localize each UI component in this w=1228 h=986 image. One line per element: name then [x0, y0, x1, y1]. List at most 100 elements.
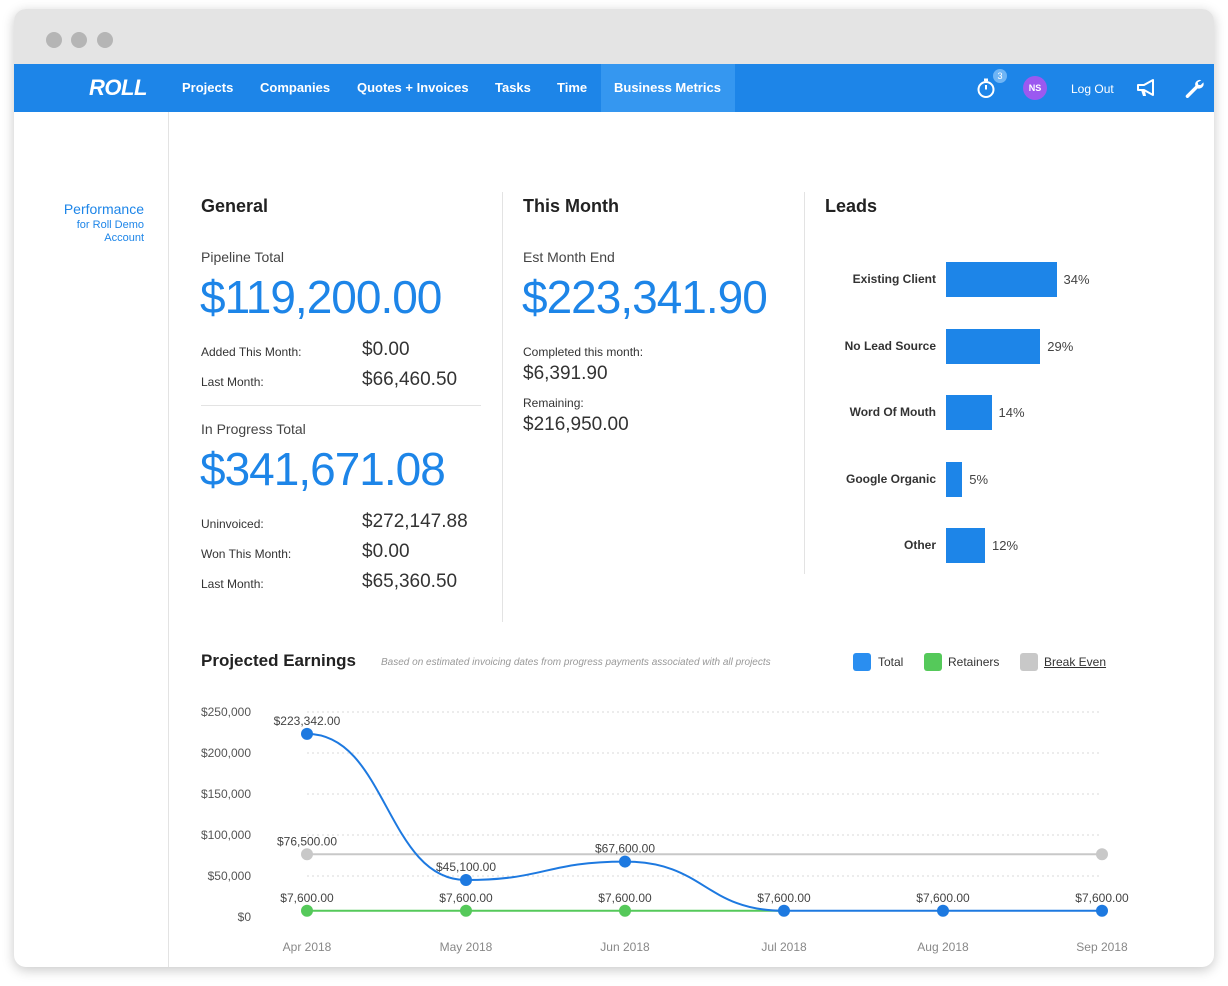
wrench-icon[interactable]: [1183, 77, 1205, 99]
est-month-end-label: Est Month End: [523, 249, 615, 265]
legend-break-even-swatch[interactable]: [1020, 653, 1038, 671]
pipeline-total-value: $119,200.00: [200, 271, 442, 323]
this-month-title: This Month: [523, 196, 619, 216]
lead-bar-existing-client[interactable]: [946, 262, 1057, 297]
y-tick-label: $250,000: [201, 705, 251, 719]
nav-projects[interactable]: Projects: [182, 80, 234, 95]
data-label-total: $7,600.00: [916, 891, 970, 905]
lead-label-google-organic: Google Organic: [845, 471, 936, 486]
point-total: [619, 855, 631, 868]
megaphone-icon[interactable]: [1136, 78, 1158, 98]
last-month-value: $66,460.50: [362, 369, 458, 390]
window-titlebar: [14, 9, 1214, 64]
remaining-label: Remaining:: [523, 396, 584, 410]
completed-label: Completed this month:: [523, 345, 644, 359]
legend-break-even-label[interactable]: Break Even: [1044, 655, 1107, 669]
x-tick-label: Apr 2018: [283, 940, 332, 954]
lead-label-existing-client: Existing Client: [852, 272, 936, 286]
last-month-label: Last Month:: [201, 375, 264, 389]
y-tick-label: $0: [238, 910, 252, 924]
lead-bar-google-organic[interactable]: [946, 461, 963, 497]
data-label-total: $7,600.00: [1075, 891, 1129, 905]
nav-time[interactable]: Time: [557, 80, 588, 95]
y-tick-label: $200,000: [201, 746, 251, 760]
won-this-month-value: $0.00: [362, 541, 410, 562]
avatar[interactable]: NS: [1023, 76, 1047, 100]
point-total: [1096, 904, 1108, 917]
point-retainers: [301, 904, 313, 917]
y-tick-label: $50,000: [208, 869, 252, 883]
uninvoiced-label: Uninvoiced:: [201, 517, 264, 531]
timer-badge: 3: [993, 69, 1007, 83]
browser-window: ROLL Projects Companies Quotes + Invoice…: [14, 9, 1214, 967]
x-tick-label: May 2018: [440, 940, 493, 954]
legend-retainers-swatch[interactable]: [924, 653, 942, 671]
nav-companies[interactable]: Companies: [260, 80, 331, 95]
close-window-dot[interactable]: [46, 32, 62, 48]
sidebar-performance-link[interactable]: Performance: [63, 201, 144, 217]
data-label-retainers: $7,600.00: [598, 891, 652, 905]
sidebar-account-name: for Roll Demo Account: [76, 219, 144, 244]
point-retainers: [619, 904, 631, 917]
in-progress-total-value: $341,671.08: [200, 443, 446, 495]
minimize-window-dot[interactable]: [71, 32, 87, 48]
in-progress-total-label: In Progress Total: [201, 421, 306, 437]
projected-earnings-chart: $250,000 $200,000 $150,000 $100,000 $50,000 $…: [201, 705, 1129, 954]
point-total: [778, 904, 790, 917]
lead-bar-other[interactable]: [946, 528, 985, 563]
x-tick-label: Jun 2018: [600, 940, 650, 954]
data-label-retainers: $7,600.00: [280, 891, 334, 905]
lead-label-no-lead-source: No Lead Source: [844, 338, 936, 353]
projected-earnings-title: Projected Earnings: [201, 651, 356, 670]
maximize-window-dot[interactable]: [97, 32, 113, 48]
data-label-break-even: $76,500.00: [277, 834, 337, 848]
lead-label-word-of-mouth: Word Of Mouth: [849, 405, 936, 419]
top-navbar: ROLL Projects Companies Quotes + Invoice…: [14, 64, 1214, 112]
roll-logo[interactable]: ROLL: [89, 75, 147, 100]
last-month-2-label: Last Month:: [201, 577, 264, 591]
x-tick-label: Sep 2018: [1076, 940, 1128, 954]
lead-pct-google-organic: 5%: [969, 471, 989, 487]
point-total: [301, 727, 313, 740]
x-tick-label: Jul 2018: [761, 940, 807, 954]
point-break-even: [1096, 848, 1108, 861]
series-line-total: [306, 732, 1102, 912]
lead-pct-word-of-mouth: 14%: [998, 405, 1025, 420]
pipeline-total-label: Pipeline Total: [201, 249, 285, 265]
legend-retainers-label[interactable]: Retainers: [948, 655, 1000, 669]
remaining-value: $216,950.00: [523, 414, 629, 435]
nav-tasks[interactable]: Tasks: [495, 80, 531, 95]
completed-value: $6,391.90: [523, 363, 608, 384]
data-label-retainers: $7,600.00: [439, 891, 493, 905]
lead-label-other: Other: [903, 538, 936, 552]
legend-total-swatch[interactable]: [853, 653, 871, 671]
last-month-2-value: $65,360.50: [362, 571, 458, 592]
lead-bar-word-of-mouth[interactable]: [946, 395, 992, 430]
data-label-total: $45,100.00: [436, 860, 496, 874]
lead-pct-other: 12%: [992, 538, 1019, 553]
est-month-end-value: $223,341.90: [522, 271, 768, 323]
nav-quotes-invoices[interactable]: Quotes + Invoices: [357, 80, 469, 95]
nav-business-metrics[interactable]: Business Metrics: [601, 64, 735, 112]
data-label-total: $223,342.00: [274, 714, 341, 728]
logout-link[interactable]: Log Out: [1071, 82, 1114, 96]
point-retainers: [460, 904, 472, 917]
added-this-month-label: Added This Month:: [201, 345, 302, 359]
lead-bar-no-lead-source[interactable]: [946, 328, 1041, 364]
legend-total-label[interactable]: Total: [878, 655, 904, 669]
lead-pct-no-lead-source: 29%: [1047, 338, 1074, 354]
point-break-even: [301, 848, 313, 861]
y-tick-label: $150,000: [201, 787, 251, 801]
uninvoiced-value: $272,147.88: [362, 511, 468, 532]
point-total: [460, 874, 472, 887]
won-this-month-label: Won This Month:: [201, 547, 292, 561]
y-tick-label: $100,000: [201, 828, 251, 842]
column-divider: [502, 192, 503, 622]
sidebar: Performance for Roll Demo Account: [14, 112, 169, 967]
data-label-total: $7,600.00: [757, 891, 811, 905]
lead-pct-existing-client: 34%: [1063, 272, 1090, 287]
data-label-total: $67,600.00: [595, 842, 655, 856]
stopwatch-icon[interactable]: [974, 76, 998, 100]
x-tick-label: Aug 2018: [917, 940, 969, 954]
added-this-month-value: $0.00: [362, 339, 410, 360]
